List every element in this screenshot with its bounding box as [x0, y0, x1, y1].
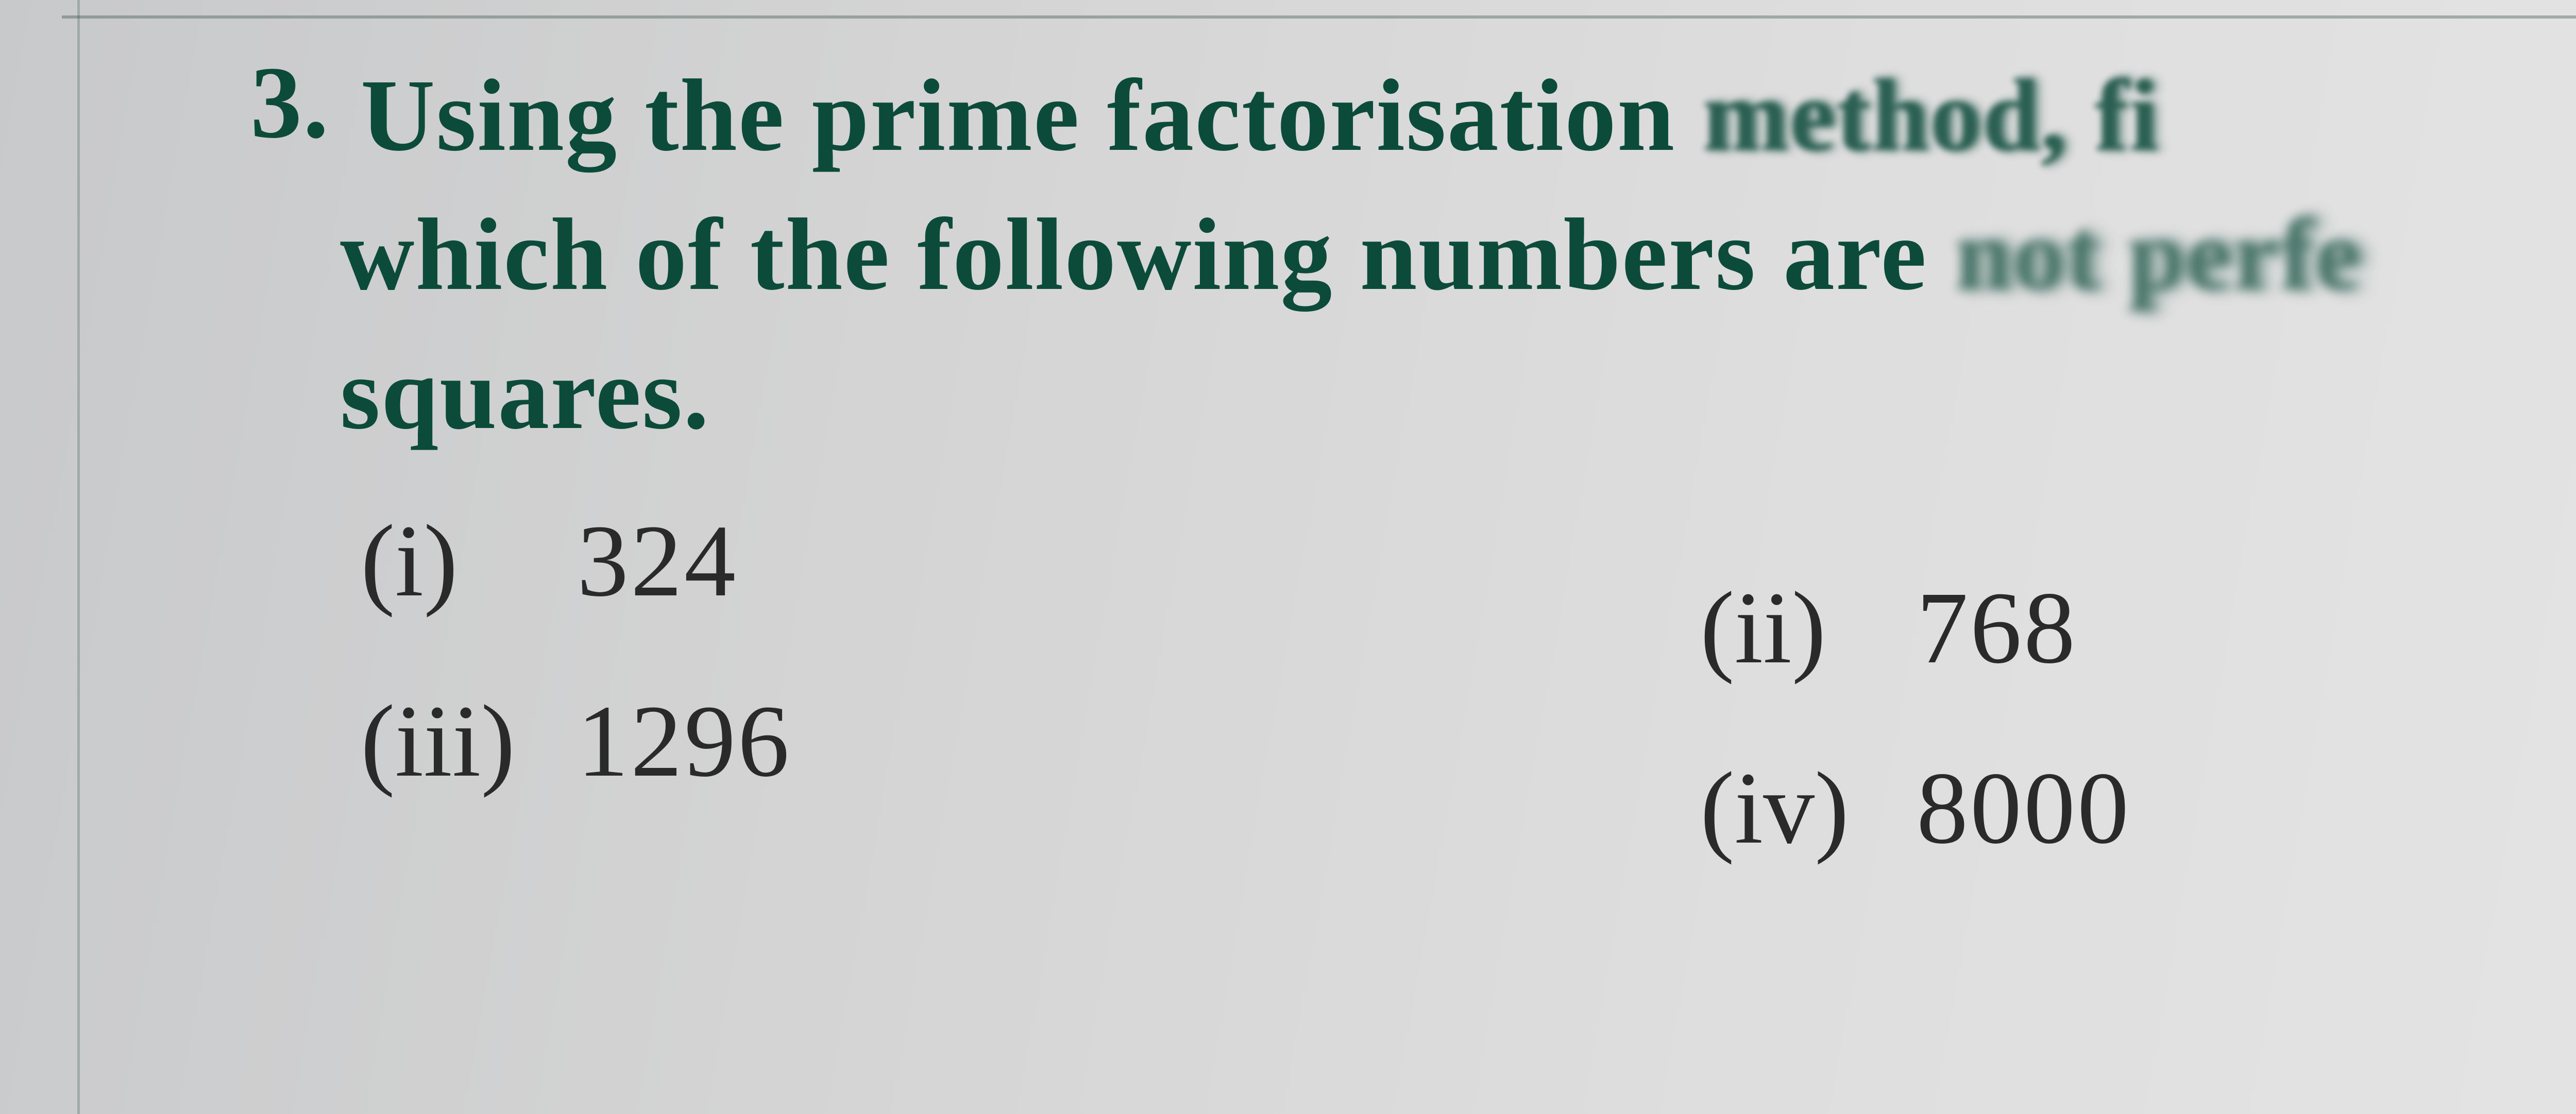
option-ii: (ii) 768	[1700, 567, 2576, 690]
top-horizontal-rule	[62, 15, 2576, 19]
options-grid: (i) 324 (iii) 1296 (ii) 768 (iv)	[361, 500, 2576, 870]
option-value: 8000	[1917, 747, 2131, 870]
option-iii: (iii) 1296	[361, 680, 1597, 803]
stem-line-2-clear: which of the following numbers are	[340, 198, 1954, 312]
question-stem-line-1: Using the prime factorisation method, fi	[361, 46, 2576, 185]
question-stem-line-2: which of the following numbers are not p…	[340, 185, 2576, 324]
stem-line-2-blurred-tail: not perfe	[1954, 198, 2361, 312]
left-margin-rule	[77, 0, 80, 1114]
option-label: (iv)	[1700, 747, 1917, 870]
question-block: 3. Using the prime factorisation method,…	[185, 46, 2576, 870]
option-label: (i)	[361, 500, 577, 623]
option-iv: (iv) 8000	[1700, 747, 2576, 870]
option-label: (iii)	[361, 680, 577, 803]
stem-line-1-blurred-tail: method, fi	[1702, 59, 2159, 173]
option-label: (ii)	[1700, 567, 1917, 690]
stem-line-1-clear: Using the prime factorisation	[361, 59, 1702, 173]
option-value: 768	[1917, 567, 2077, 690]
option-i: (i) 324	[361, 500, 1597, 623]
question-stem-line-3: squares.	[340, 324, 2576, 464]
option-value: 1296	[577, 680, 791, 803]
question-number: 3.	[185, 46, 361, 160]
option-value: 324	[577, 500, 738, 623]
